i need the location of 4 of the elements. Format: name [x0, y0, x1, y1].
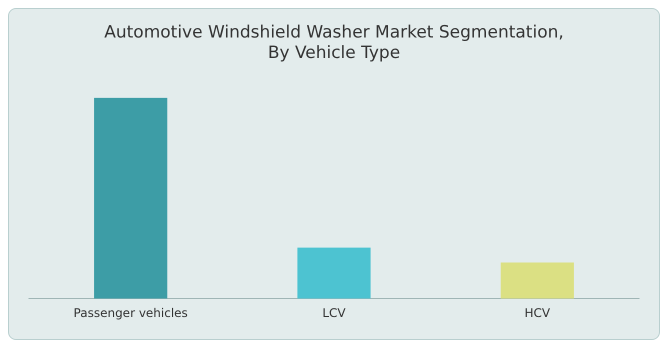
chart-title: Automotive Windshield Washer Market Segmentation, By Vehicle Type [104, 22, 564, 64]
x-tick-label: LCV [322, 306, 346, 320]
x-tick-label: HCV [524, 306, 551, 320]
x-tick-label: Passenger vehicles [74, 306, 188, 320]
